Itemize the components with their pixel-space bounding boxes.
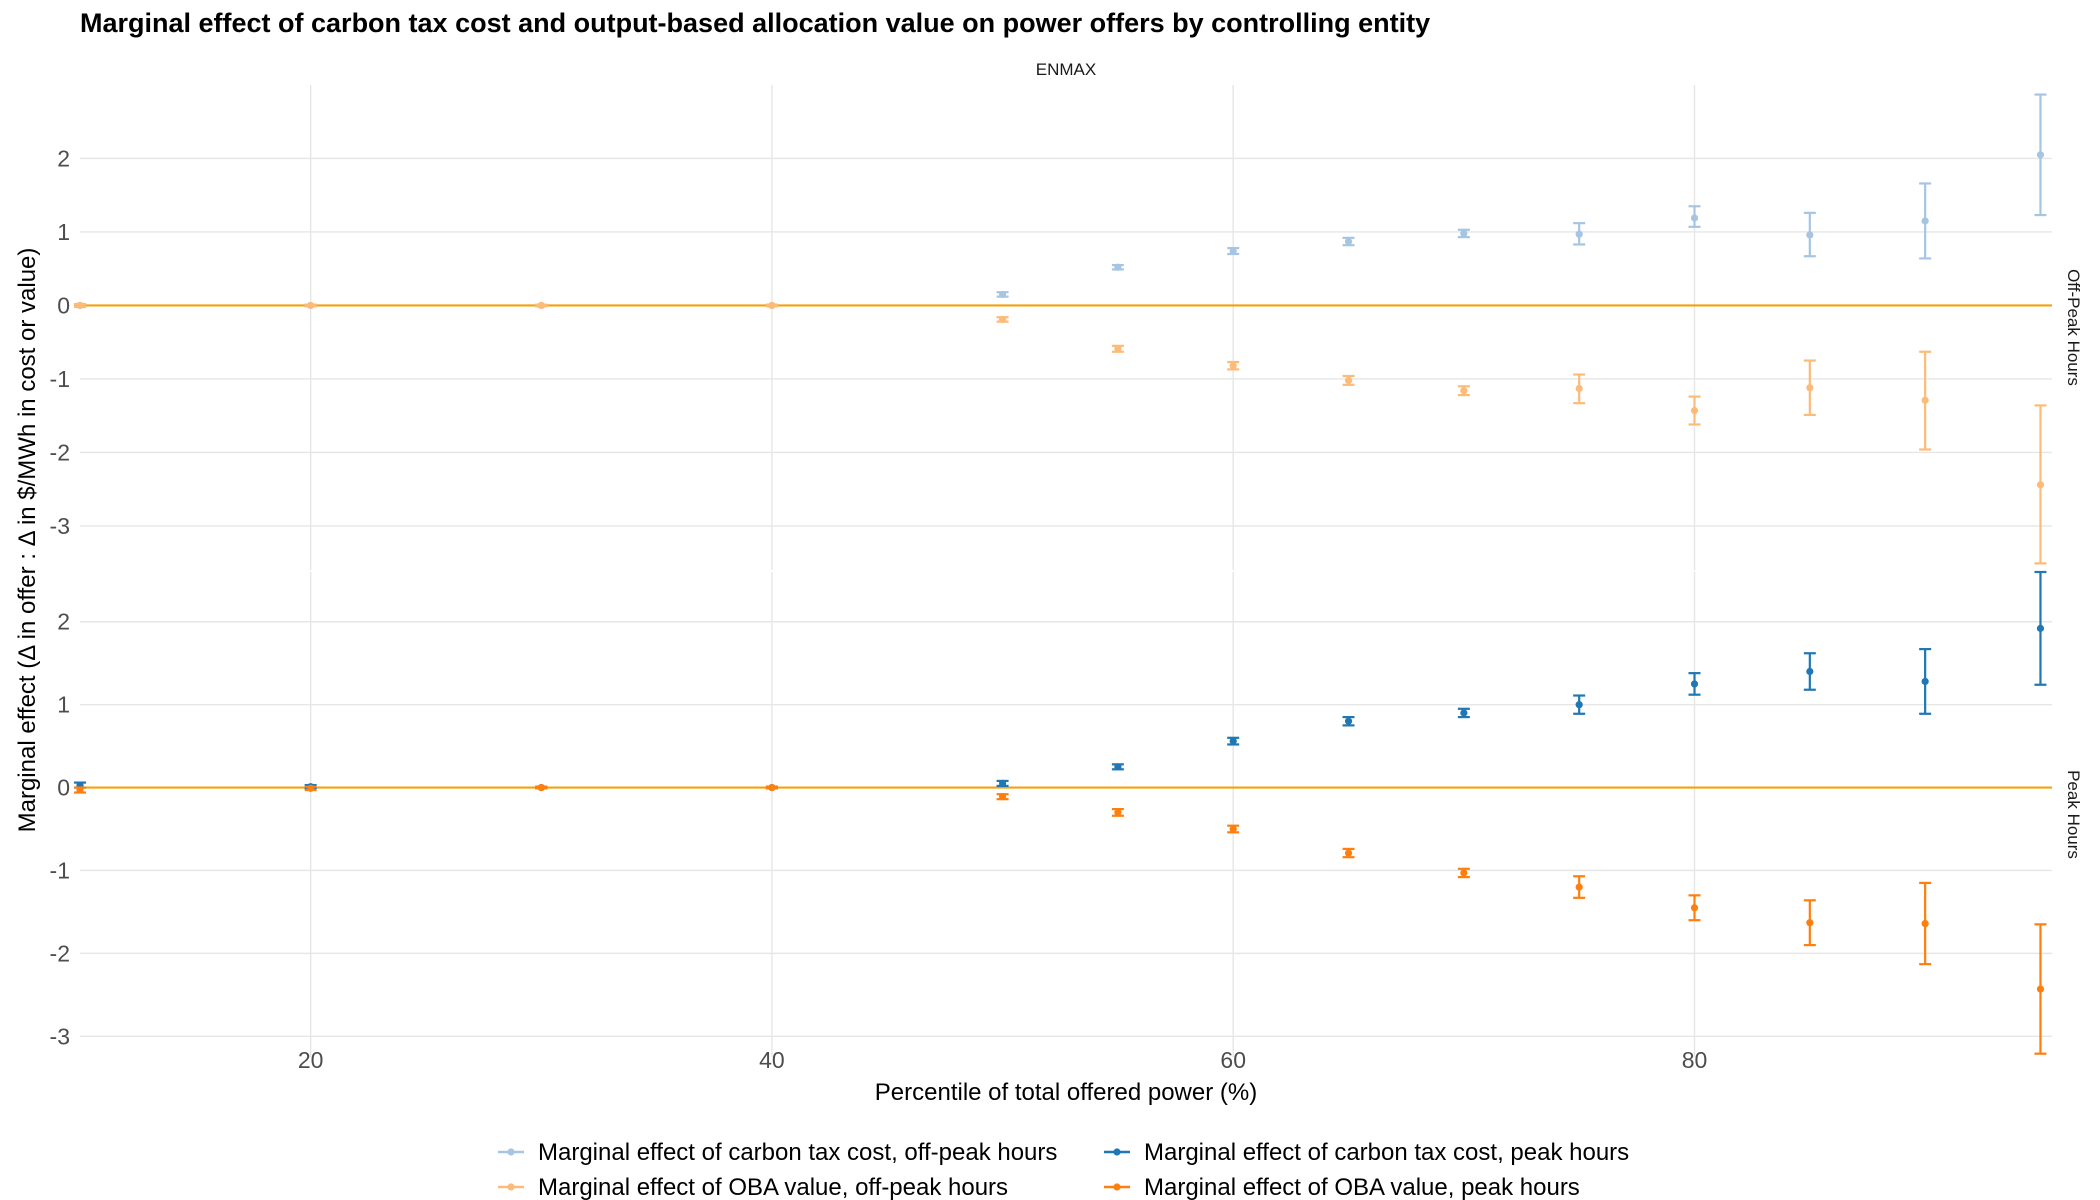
data-point xyxy=(2036,481,2045,489)
data-point xyxy=(1114,763,1122,771)
legend-label: Marginal effect of OBA value, off-peak h… xyxy=(538,1174,1008,1200)
data-point xyxy=(1344,376,1353,385)
series-marginal-effect-of-carbon-tax-cost-off-peak-hours xyxy=(74,93,2047,310)
y-tick-label: -1 xyxy=(50,366,70,392)
x-tick-label: 80 xyxy=(1682,1047,1708,1073)
data-point xyxy=(1344,849,1353,857)
data-point xyxy=(76,786,84,794)
data-point xyxy=(1575,230,1583,238)
data-point xyxy=(998,779,1007,788)
legend-label: Marginal effect of OBA value, peak hours xyxy=(1144,1174,1580,1200)
x-tick-label: 20 xyxy=(298,1047,324,1073)
data-point xyxy=(1460,869,1468,877)
data-point xyxy=(307,784,315,792)
data-point xyxy=(1460,229,1468,238)
y-tick-label: 2 xyxy=(57,145,70,171)
data-point xyxy=(1806,667,1814,676)
data-point xyxy=(1575,701,1583,709)
chart-title: Marginal effect of carbon tax cost and o… xyxy=(80,8,1430,38)
y-tick-label: -1 xyxy=(50,857,70,883)
y-tick-label: 1 xyxy=(57,219,70,245)
data-point xyxy=(1114,808,1122,817)
legend-label: Marginal effect of carbon tax cost, off-… xyxy=(538,1139,1057,1166)
panel-off-peak: -3 -2 -1 0 1 2 Off-Peak Hours xyxy=(50,85,2083,570)
data-point xyxy=(1229,247,1237,255)
panels: -3 -2 -1 0 1 2 Off-Peak Hours -3 -2 -1 0 1 2 Peak Hou… xyxy=(50,85,2083,1057)
data-point xyxy=(768,301,776,310)
legend-key-point xyxy=(507,1183,515,1191)
data-point xyxy=(1921,677,1929,686)
legend-key-point xyxy=(1113,1148,1121,1156)
y-tick-label: 0 xyxy=(57,292,70,318)
data-point xyxy=(1690,904,1699,912)
data-point xyxy=(1690,680,1699,688)
data-point xyxy=(1575,384,1583,393)
data-point xyxy=(998,290,1007,299)
x-axis-title: Percentile of total offered power (%) xyxy=(875,1079,1257,1106)
data-point xyxy=(1921,919,1929,928)
data-point xyxy=(1460,709,1468,717)
data-point xyxy=(998,793,1007,801)
y-tick-label: -3 xyxy=(50,1023,70,1049)
data-point xyxy=(1114,345,1122,353)
data-point xyxy=(1575,883,1583,891)
data-point xyxy=(1229,737,1237,745)
legend-key-point xyxy=(507,1148,515,1156)
panel-strip-label: Off-Peak Hours xyxy=(2064,269,2083,386)
legend-item: Marginal effect of OBA value, peak hours xyxy=(1104,1174,1580,1200)
legend-label: Marginal effect of carbon tax cost, peak… xyxy=(1144,1139,1629,1166)
y-tick-label: 2 xyxy=(57,609,70,635)
data-point xyxy=(1921,396,1929,404)
series-marginal-effect-of-oba-value-peak-hours xyxy=(74,783,2047,1055)
data-point xyxy=(1229,362,1237,370)
data-point xyxy=(998,315,1007,324)
x-tick-label: 40 xyxy=(759,1047,785,1073)
y-tick-label: -3 xyxy=(50,513,70,539)
data-point xyxy=(76,301,84,310)
data-point xyxy=(1690,214,1699,222)
series-marginal-effect-of-oba-value-off-peak-hours xyxy=(74,301,2047,565)
data-point xyxy=(1460,387,1468,395)
legend-item: Marginal effect of OBA value, off-peak h… xyxy=(498,1174,1008,1200)
data-point xyxy=(1229,825,1237,833)
legend: Marginal effect of carbon tax cost, off-… xyxy=(498,1139,1629,1200)
data-point xyxy=(307,301,315,310)
data-point xyxy=(537,301,545,310)
chart-subtitle: ENMAX xyxy=(1036,60,1096,79)
x-axis: 20 40 60 80 xyxy=(298,1047,1707,1073)
legend-key-point xyxy=(1113,1183,1121,1191)
y-tick-label: -2 xyxy=(50,439,70,465)
y-tick-label: 0 xyxy=(57,775,70,801)
series-marginal-effect-of-carbon-tax-cost-peak-hours xyxy=(74,570,2047,792)
data-point xyxy=(1806,384,1814,392)
panel-strip-label: Peak Hours xyxy=(2064,770,2083,859)
x-tick-label: 60 xyxy=(1220,1047,1246,1073)
data-point xyxy=(1806,919,1814,927)
data-point xyxy=(1806,231,1814,239)
data-point xyxy=(1114,263,1122,271)
data-point xyxy=(537,783,545,792)
y-tick-label: -2 xyxy=(50,940,70,966)
y-axis-title: Marginal effect (Δ in offer : Δ in $/MWh… xyxy=(14,248,41,833)
data-point xyxy=(1344,237,1353,246)
panel-peak: -3 -2 -1 0 1 2 Peak Hours xyxy=(50,570,2083,1057)
data-point xyxy=(1690,406,1699,415)
data-point xyxy=(1344,717,1353,725)
data-point xyxy=(768,783,776,792)
data-point xyxy=(2036,985,2045,993)
y-tick-label: 1 xyxy=(57,692,70,718)
data-point xyxy=(2036,151,2045,159)
data-point xyxy=(1921,217,1929,225)
data-point xyxy=(2036,624,2045,632)
legend-item: Marginal effect of carbon tax cost, peak… xyxy=(1104,1139,1629,1166)
legend-item: Marginal effect of carbon tax cost, off-… xyxy=(498,1139,1057,1166)
